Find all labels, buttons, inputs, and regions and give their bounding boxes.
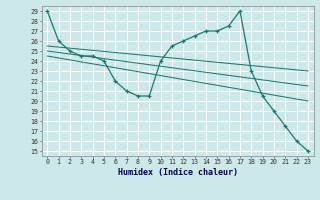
X-axis label: Humidex (Indice chaleur): Humidex (Indice chaleur) (118, 168, 237, 177)
